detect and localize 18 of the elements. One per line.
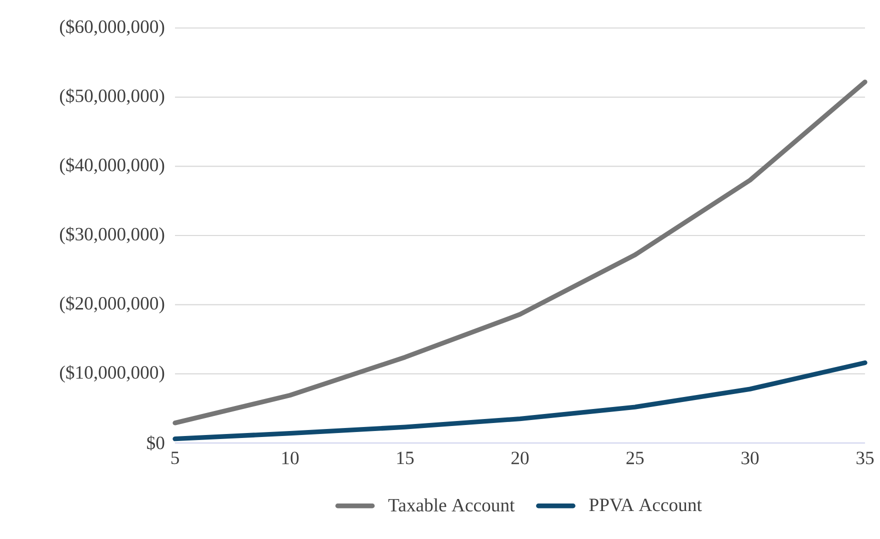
y-tick-label: ($40,000,000) [60, 158, 164, 176]
y-tick-label: ($20,000,000) [60, 296, 164, 314]
y-tick-label: $0 [147, 436, 164, 450]
line-series [172, 80, 868, 426]
legend-label: PPVA Account [589, 498, 702, 512]
y-tick-label: ($60,000,000) [60, 19, 164, 37]
x-tick-label: 35 [856, 452, 874, 464]
legend-label: Taxable Account [388, 498, 515, 512]
x-tick-label: 5 [171, 452, 179, 464]
y-tick-label: ($50,000,000) [60, 88, 164, 106]
x-tick-label: 15 [397, 452, 414, 464]
y-tick-label: ($10,000,000) [60, 365, 164, 383]
x-tick-label: 20 [511, 452, 529, 464]
x-tick-label: 30 [742, 452, 759, 464]
x-tick-label: 25 [626, 452, 644, 464]
y-tick-label: ($30,000,000) [60, 226, 164, 244]
line-series [172, 360, 868, 442]
x-tick-label: 10 [282, 452, 299, 464]
